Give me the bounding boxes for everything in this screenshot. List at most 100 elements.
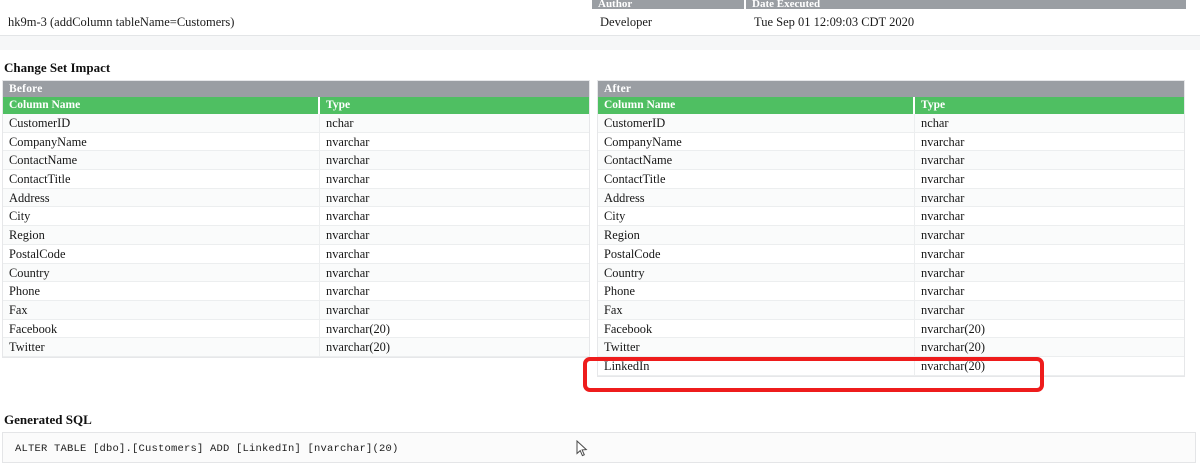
- after-column-name: PostalCode: [598, 244, 915, 263]
- before-header-type: Type: [326, 99, 351, 111]
- change-set-impact-section: Before Column Name Type CustomerID nchar C…: [0, 80, 1200, 400]
- before-column-type: nvarchar: [326, 172, 370, 187]
- after-column-type: nvarchar(20): [921, 321, 985, 336]
- after-row[interactable]: Region nvarchar: [598, 226, 1184, 245]
- after-row[interactable]: Address nvarchar: [598, 188, 1184, 208]
- before-row[interactable]: City nvarchar: [3, 207, 589, 227]
- after-column-type: nvarchar: [921, 172, 965, 187]
- before-column-type: nvarchar: [326, 209, 370, 224]
- before-header-column-name: Column Name: [3, 97, 320, 114]
- changeset-spacer: [0, 36, 1200, 50]
- before-column-type: nvarchar: [326, 190, 370, 205]
- before-column-type: nvarchar(20): [326, 321, 390, 336]
- after-column-name: Fax: [598, 300, 915, 319]
- after-row[interactable]: Fax nvarchar: [598, 300, 1184, 320]
- after-row[interactable]: PostalCode nvarchar: [598, 244, 1184, 264]
- after-column-type: nvarchar: [921, 209, 965, 224]
- after-column-name: Twitter: [598, 338, 915, 356]
- after-header-type: Type: [921, 99, 946, 111]
- after-grid-body: CustomerID nchar CompanyName nvarchar Contac…: [598, 114, 1184, 376]
- before-row[interactable]: Phone nvarchar: [3, 282, 589, 301]
- changeset-author: Developer: [600, 14, 653, 29]
- before-column-type: nvarchar(20): [326, 340, 390, 355]
- before-column-type: nvarchar: [326, 246, 370, 261]
- before-column-type: nvarchar: [326, 302, 370, 317]
- before-grid-header: Column Name Type: [3, 97, 589, 114]
- before-row[interactable]: Fax nvarchar: [3, 300, 589, 320]
- after-column-name: CompanyName: [598, 132, 915, 151]
- after-column-name: Address: [598, 188, 915, 207]
- after-column-type: nchar: [921, 116, 949, 130]
- after-column-name: Facebook: [598, 319, 915, 338]
- before-row[interactable]: CustomerID nchar: [3, 114, 589, 133]
- before-row[interactable]: ContactName nvarchar: [3, 151, 589, 171]
- after-column-name: ContactTitle: [598, 170, 915, 188]
- before-row[interactable]: Twitter nvarchar(20): [3, 338, 589, 357]
- before-row[interactable]: Country nvarchar: [3, 263, 589, 283]
- before-column-name: City: [3, 207, 320, 226]
- before-column-name: Phone: [3, 282, 320, 300]
- generated-sql-section: Generated SQL: [0, 412, 1200, 428]
- before-row[interactable]: PostalCode nvarchar: [3, 244, 589, 264]
- after-column-type: nvarchar: [921, 134, 965, 149]
- before-column-type: nvarchar: [326, 265, 370, 280]
- before-column-name: CustomerID: [3, 114, 320, 132]
- after-row[interactable]: LinkedIn nvarchar(20): [598, 356, 1184, 376]
- before-row[interactable]: Facebook nvarchar(20): [3, 319, 589, 339]
- before-column-type: nchar: [326, 116, 354, 130]
- before-column-name: PostalCode: [3, 244, 320, 263]
- after-row[interactable]: Twitter nvarchar(20): [598, 338, 1184, 357]
- after-header-column-name: Column Name: [598, 97, 915, 114]
- after-column-name: Phone: [598, 282, 915, 300]
- before-row[interactable]: Address nvarchar: [3, 188, 589, 208]
- after-column-type: nvarchar: [921, 265, 965, 280]
- after-column-type: nvarchar: [921, 153, 965, 168]
- after-column-type: nvarchar(20): [921, 340, 985, 355]
- generated-sql-block[interactable]: ALTER TABLE [dbo].[Customers] ADD [Linke…: [2, 432, 1196, 463]
- after-column-name: CustomerID: [598, 114, 915, 132]
- after-row[interactable]: ContactTitle nvarchar: [598, 170, 1184, 189]
- changeset-id: hk9m-3 (addColumn tableName=Customers): [8, 14, 235, 29]
- after-row[interactable]: CompanyName nvarchar: [598, 132, 1184, 152]
- after-column-type: nvarchar: [921, 302, 965, 317]
- before-column-name: CompanyName: [3, 132, 320, 151]
- before-column-name: ContactName: [3, 151, 320, 170]
- after-column-type: nvarchar: [921, 246, 965, 261]
- generated-sql-title: Generated SQL: [4, 412, 92, 427]
- after-panel-label: After: [598, 81, 1184, 97]
- after-panel: After Column Name Type CustomerID nchar Co…: [597, 80, 1185, 377]
- after-column-name: LinkedIn: [598, 356, 915, 375]
- before-row[interactable]: CompanyName nvarchar: [3, 132, 589, 152]
- before-column-name: Twitter: [3, 338, 320, 356]
- after-column-name: Country: [598, 263, 915, 282]
- before-column-name: Region: [3, 226, 320, 244]
- after-grid-header: Column Name Type: [598, 97, 1184, 114]
- after-column-type: nvarchar: [921, 284, 965, 299]
- changeset-table: Author Date Executed hk9m-3 (addColumn t…: [0, 0, 1200, 50]
- after-row[interactable]: Facebook nvarchar(20): [598, 319, 1184, 339]
- before-row[interactable]: ContactTitle nvarchar: [3, 170, 589, 189]
- after-row[interactable]: Phone nvarchar: [598, 282, 1184, 301]
- before-grid-body: CustomerID nchar CompanyName nvarchar Contac…: [3, 114, 589, 357]
- before-column-name: Facebook: [3, 319, 320, 338]
- after-row[interactable]: ContactName nvarchar: [598, 151, 1184, 171]
- after-column-name: City: [598, 207, 915, 226]
- before-column-type: nvarchar: [326, 153, 370, 168]
- after-row[interactable]: City nvarchar: [598, 207, 1184, 227]
- before-panel-label: Before: [3, 81, 589, 97]
- changeset-row[interactable]: hk9m-3 (addColumn tableName=Customers) D…: [0, 9, 1200, 36]
- changeset-date-executed: Tue Sep 01 12:09:03 CDT 2020: [754, 14, 915, 29]
- before-column-type: nvarchar: [326, 284, 370, 299]
- changeset-table-header: Author Date Executed: [0, 0, 1200, 9]
- after-column-name: Region: [598, 226, 915, 244]
- before-column-name: Address: [3, 188, 320, 207]
- after-row[interactable]: Country nvarchar: [598, 263, 1184, 283]
- before-row[interactable]: Region nvarchar: [3, 226, 589, 245]
- after-column-name: ContactName: [598, 151, 915, 170]
- before-column-type: nvarchar: [326, 228, 370, 243]
- before-column-name: ContactTitle: [3, 170, 320, 188]
- before-column-type: nvarchar: [326, 134, 370, 149]
- before-panel: Before Column Name Type CustomerID nchar C…: [2, 80, 590, 358]
- after-row[interactable]: CustomerID nchar: [598, 114, 1184, 133]
